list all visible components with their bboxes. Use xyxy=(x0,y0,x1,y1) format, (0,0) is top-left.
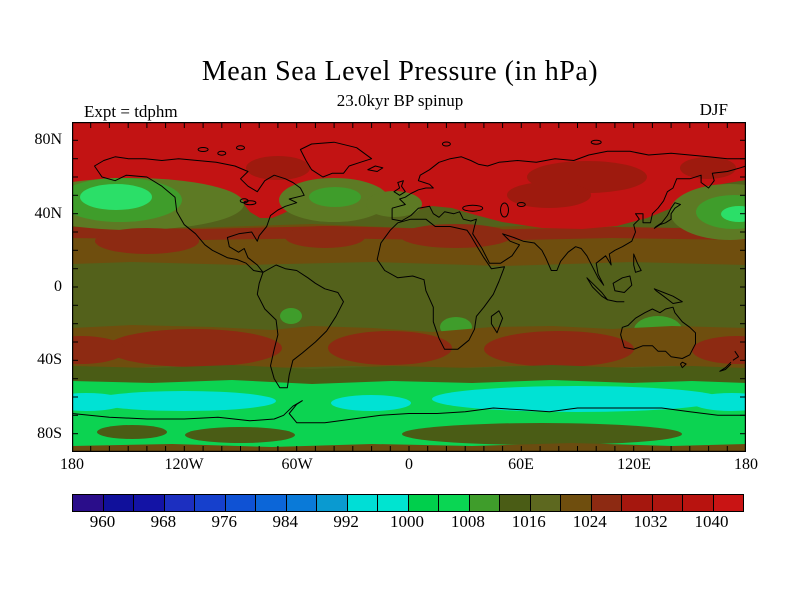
colorbar-cell xyxy=(134,495,165,511)
coastline-path xyxy=(391,150,746,209)
colorbar-cell xyxy=(286,495,317,511)
coastline-path xyxy=(391,165,746,286)
coastline-path xyxy=(586,277,608,301)
coastline-path xyxy=(633,253,642,273)
coastline-path xyxy=(367,165,384,172)
coastline-path xyxy=(72,400,746,424)
colorbar-tick-label: 1024 xyxy=(572,512,607,531)
colorbar-tick-label: 976 xyxy=(211,512,238,531)
colorbar-tick-label: 1000 xyxy=(390,512,424,531)
coastline-path xyxy=(612,275,633,293)
coastline-path xyxy=(732,350,739,361)
colorbar-cell xyxy=(469,495,500,511)
colorbar-tick-label: 968 xyxy=(150,512,177,531)
y-tick-label: 80N xyxy=(34,131,62,148)
contour-field xyxy=(72,122,746,452)
coastline-path xyxy=(620,306,696,359)
coastline-path xyxy=(607,299,625,303)
page-title: Mean Sea Level Pressure (in hPa) xyxy=(201,56,599,87)
colorbar-cell xyxy=(73,495,104,511)
island-outline xyxy=(441,141,451,147)
island-outline xyxy=(462,204,484,212)
coastline-path xyxy=(376,218,505,350)
colorbar-cell xyxy=(561,495,592,511)
y-tick-label: 80S xyxy=(37,425,62,442)
colorbar-cell xyxy=(164,495,195,511)
y-tick-label: 0 xyxy=(54,278,62,295)
coastline-path xyxy=(719,361,732,372)
coastline-path xyxy=(94,156,305,273)
colorbar-tick-label: 960 xyxy=(89,512,116,531)
experiment-label: Expt = tdphm xyxy=(84,102,178,121)
x-tick-label: 180 xyxy=(60,456,84,473)
colorbar-cell xyxy=(652,495,683,511)
colorbar-cell xyxy=(195,495,226,511)
pressure-map xyxy=(72,122,746,452)
island-outline xyxy=(590,139,602,145)
map-ticks xyxy=(72,122,746,452)
island-outline xyxy=(500,202,509,218)
coastlines xyxy=(72,139,746,424)
x-tick-label: 0 xyxy=(405,456,413,473)
colorbar-cell xyxy=(591,495,622,511)
colorbar-cell xyxy=(683,495,714,511)
x-tick-label: 60E xyxy=(508,456,534,473)
colorbar-cell xyxy=(530,495,561,511)
colorbar-cell xyxy=(103,495,134,511)
colorbar-cell xyxy=(622,495,653,511)
y-tick-label: 40N xyxy=(34,205,62,222)
coastline-path xyxy=(653,202,681,229)
y-tick-label: 40S xyxy=(37,351,62,368)
colorbar-tick-label: 992 xyxy=(333,512,359,531)
colorbar-tick-label: 1032 xyxy=(633,512,668,531)
x-tick-label: 120W xyxy=(164,456,204,473)
colorbar-tick-label: 1008 xyxy=(450,512,485,531)
colorbar-cell xyxy=(713,495,743,511)
colorbar-tick-label: 984 xyxy=(272,512,298,531)
season-label: DJF xyxy=(699,100,728,119)
colorbar-cell xyxy=(439,495,470,511)
colorbar-cell xyxy=(225,495,256,511)
colorbar-tick-label: 1016 xyxy=(511,512,546,531)
island-outline xyxy=(197,147,209,152)
island-outline xyxy=(239,198,249,204)
colorbar-cell xyxy=(500,495,531,511)
island-outline xyxy=(217,150,227,156)
coastline-path xyxy=(299,141,373,178)
colorbar xyxy=(72,494,744,512)
map-frame xyxy=(72,122,746,452)
x-tick-label: 60W xyxy=(281,456,313,473)
colorbar-tick-label: 1040 xyxy=(694,512,729,531)
coastline-path xyxy=(653,288,683,304)
coastline-path xyxy=(490,310,504,334)
x-tick-label: 180 xyxy=(734,456,758,473)
x-tick-label: 120E xyxy=(617,456,651,473)
coastline-path xyxy=(680,361,687,369)
colorbar-cell xyxy=(256,495,287,511)
coastline-path xyxy=(393,180,406,196)
colorbar-cell xyxy=(317,495,348,511)
island-outline xyxy=(236,145,245,151)
island-outline xyxy=(516,202,526,207)
colorbar-cell xyxy=(408,495,439,511)
colorbar-cell xyxy=(347,495,378,511)
coastline-path xyxy=(256,264,344,389)
colorbar-cell xyxy=(378,495,409,511)
plot-subtitle: 23.0kyr BP spinup xyxy=(336,91,464,110)
